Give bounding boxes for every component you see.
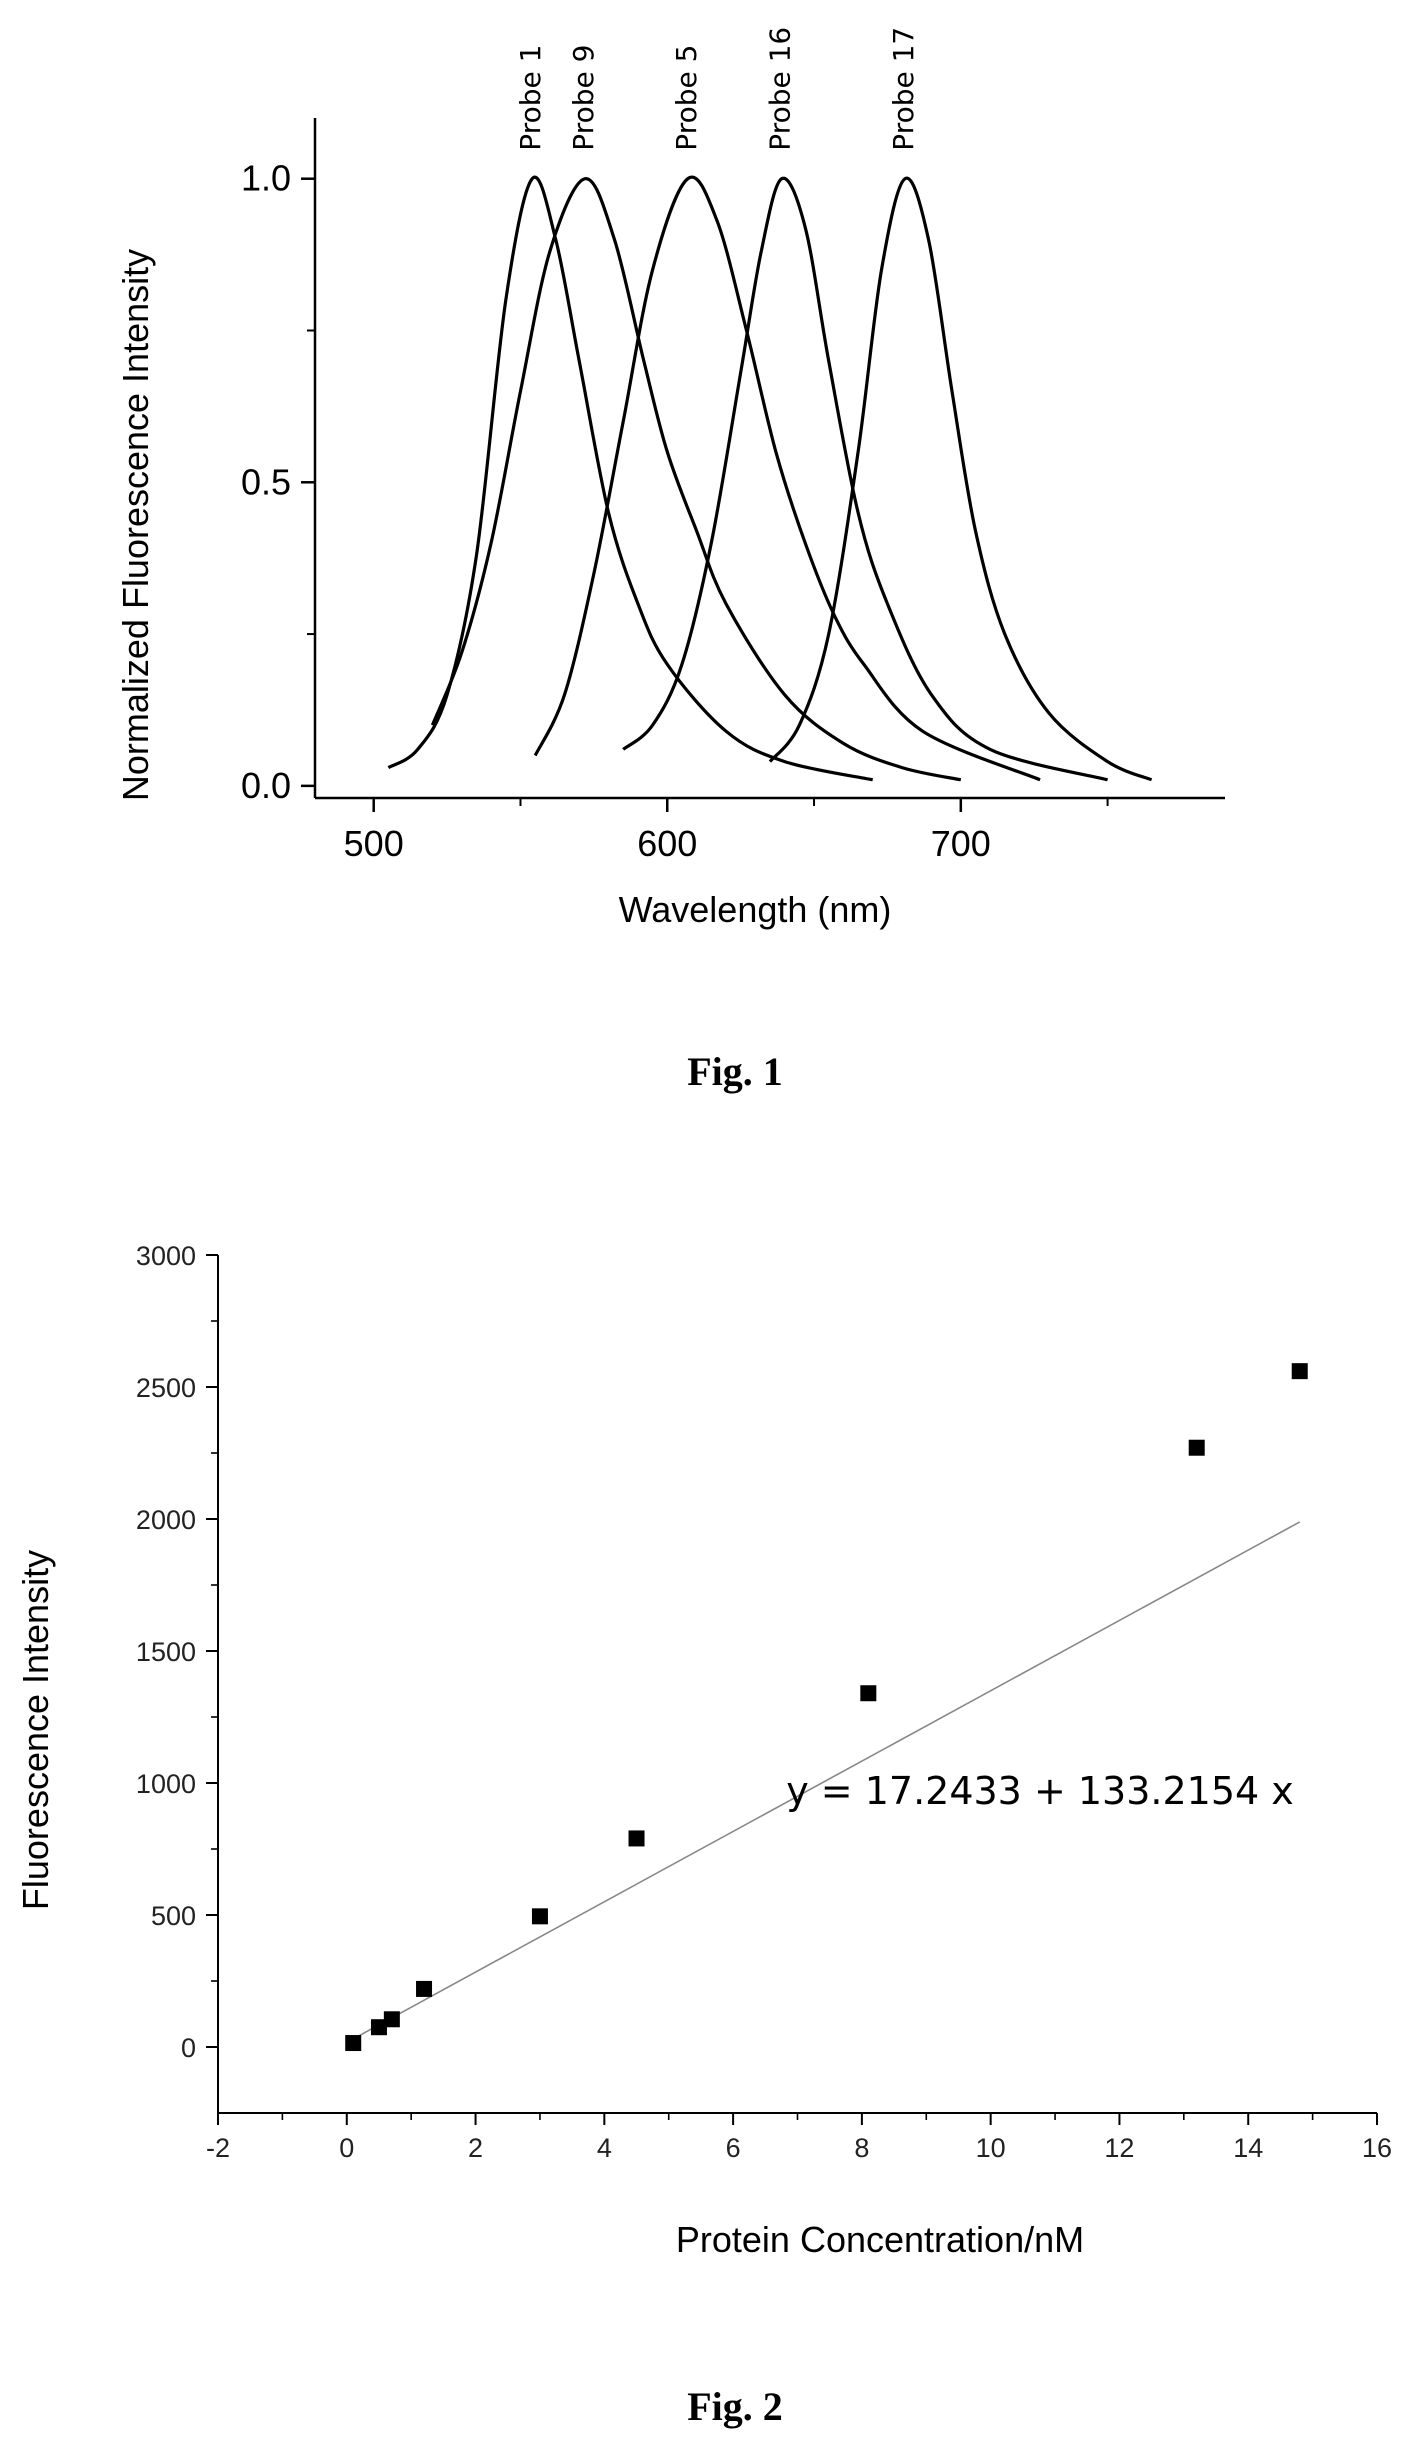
fig2-x-tick-label: 8 — [854, 2133, 869, 2163]
fig2-y-tick-label: 1000 — [136, 1769, 196, 1799]
fig1-x-tick-label: 500 — [344, 823, 404, 864]
fig2-fit-line — [352, 1521, 1301, 2040]
fig1-y-axis-label: Normalized Fluorescence Intensity — [115, 249, 156, 801]
fig2-x-tick-label: 12 — [1104, 2133, 1134, 2163]
fig2-x-tick-label: 6 — [726, 2133, 741, 2163]
fig1-x-tick-label: 700 — [931, 823, 991, 864]
fig1-series-group — [387, 175, 1153, 782]
fig1-series-label: Probe 16 — [764, 27, 797, 151]
figure-1-chart: 500 600 700 0.0 0.5 1.0 Probe 1 Probe 9 Probe 5… — [115, 27, 1225, 930]
fig1-series-line-1 — [387, 175, 874, 782]
fig2-data-point — [860, 1685, 877, 1702]
fig1-series-label: Probe 1 — [514, 45, 547, 151]
fig2-y-tick-label: 500 — [151, 1901, 196, 1931]
fig1-series-label: Probe 17 — [887, 27, 920, 151]
fig1-series-label: Probe 5 — [670, 45, 703, 151]
fig1-y-tick-label: 0.0 — [241, 765, 291, 806]
fig2-y-axis-label: Fluorescence Intensity — [15, 1550, 56, 1910]
fig2-x-tick-label: 16 — [1362, 2133, 1392, 2163]
fig2-y-tick-label: 3000 — [136, 1241, 196, 1271]
fig1-x-tick-label: 600 — [637, 823, 697, 864]
fig2-data-point — [345, 2035, 362, 2052]
fig2-x-tick-label: 4 — [597, 2133, 612, 2163]
fig2-data-point — [416, 1980, 433, 1997]
fig2-data-point — [531, 1908, 548, 1925]
fig2-data-point — [628, 1830, 645, 1847]
fig2-equation-annotation: y = 17.2433 + 133.2154 x — [786, 1769, 1294, 1813]
fig1-series-label: Probe 9 — [567, 45, 600, 151]
fig2-x-tick-label: 14 — [1233, 2133, 1263, 2163]
fig1-ticks: 500 600 700 0.0 0.5 1.0 — [241, 158, 1109, 864]
fig1-series-line-2 — [430, 177, 962, 782]
fig2-fit-line-path — [352, 1521, 1301, 2040]
fig1-series-line-4 — [622, 176, 1109, 782]
fig2-points-group — [345, 1363, 1308, 2052]
fig2-y-tick-label: 1500 — [136, 1637, 196, 1667]
fig2-data-point — [383, 2011, 400, 2028]
fig2-x-tick-label: 10 — [976, 2133, 1006, 2163]
fig1-series-line-3 — [533, 175, 1041, 782]
fig2-x-tick-label: -2 — [206, 2133, 230, 2163]
fig2-data-point — [370, 2019, 387, 2036]
fig1-series-line-5 — [768, 176, 1153, 782]
fig2-data-point — [1291, 1363, 1308, 1380]
fig1-series-labels: Probe 1 Probe 9 Probe 5 Probe 16 Probe 17 — [514, 27, 920, 151]
fig2-y-tick-label: 0 — [181, 2033, 196, 2063]
fig2-x-axis-label: Protein Concentration/nM — [676, 2219, 1084, 2260]
fig2-caption: Fig. 2 — [687, 2384, 783, 2429]
fig2-x-tick-label: 0 — [339, 2133, 354, 2163]
fig1-y-tick-label: 1.0 — [241, 158, 291, 199]
fig1-axes — [313, 118, 1225, 800]
fig2-data-point — [1188, 1439, 1205, 1456]
fig1-y-tick-label: 0.5 — [241, 461, 291, 502]
fig2-y-tick-label: 2000 — [136, 1505, 196, 1535]
fig2-ticks: -2 0 2 4 6 8 10 12 14 16 0 500 1000 1500 2000 2500 3000 — [136, 1241, 1392, 2163]
fig2-x-tick-label: 2 — [468, 2133, 483, 2163]
fig1-x-axis-label: Wavelength (nm) — [619, 889, 892, 930]
fig2-y-tick-label: 2500 — [136, 1373, 196, 1403]
fig1-caption: Fig. 1 — [687, 1049, 783, 1094]
fig2-axes — [217, 1255, 1377, 2114]
